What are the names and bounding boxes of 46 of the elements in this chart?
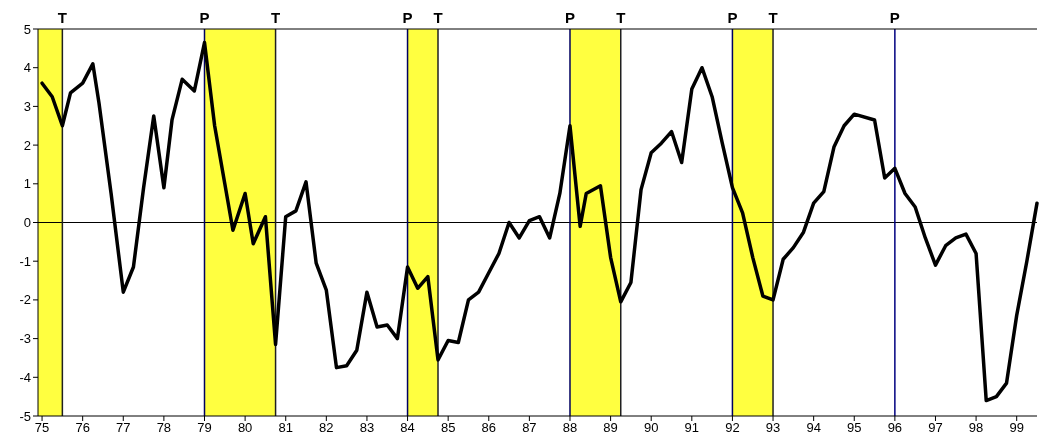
x-tick-label: 95: [847, 420, 862, 434]
y-tick-label: -3: [19, 331, 31, 347]
x-tick-label: 78: [156, 420, 172, 434]
ref-line-label: T: [270, 9, 281, 26]
x-tick-label: 96: [887, 420, 903, 434]
x-tick-label: 89: [603, 420, 618, 434]
ref-line-label: T: [433, 9, 443, 26]
ref-line-label: P: [727, 9, 738, 26]
y-tick-label: 0: [23, 215, 31, 231]
ref-line-label: P: [402, 9, 413, 26]
y-tick-label: 2: [23, 137, 31, 153]
x-tick-label: 84: [400, 420, 415, 434]
ref-line-label: T: [768, 9, 778, 26]
y-tick-label: -5: [19, 408, 31, 424]
y-tick-label: 5: [23, 21, 31, 37]
x-tick-label: 83: [359, 420, 375, 434]
x-tick-label: 93: [765, 420, 781, 434]
x-tick-label: 87: [522, 420, 537, 434]
x-tick-label: 86: [481, 420, 496, 434]
x-tick-label: 77: [116, 420, 131, 434]
y-tick-label: 1: [23, 176, 31, 192]
x-tick-label: 79: [197, 420, 212, 434]
x-tick-label: 75: [34, 420, 50, 434]
ref-line-label: T: [57, 9, 67, 26]
x-tick-label: 92: [725, 420, 740, 434]
x-tick-label: 99: [1009, 420, 1024, 434]
x-tick-label: 76: [75, 420, 90, 434]
y-tick-label: -1: [19, 253, 31, 269]
y-tick-label: 4: [23, 60, 31, 76]
x-tick-label: 85: [440, 420, 456, 434]
y-tick-label: 3: [23, 98, 31, 114]
ref-line-label: P: [199, 9, 210, 26]
y-tick-label: -4: [19, 369, 31, 385]
x-tick-label: 81: [278, 420, 293, 434]
ref-line-label: P: [889, 9, 900, 26]
x-tick-label: 82: [319, 420, 334, 434]
ref-line-label: T: [616, 9, 626, 26]
x-tick-label: 80: [237, 420, 253, 434]
x-tick-label: 97: [928, 420, 943, 434]
x-tick-label: 88: [562, 420, 578, 434]
y-tick-label: -2: [19, 292, 31, 308]
x-tick-label: 94: [806, 420, 821, 434]
x-tick-label: 91: [684, 420, 700, 434]
x-tick-label: 98: [968, 420, 984, 434]
ref-line-label: P: [564, 9, 575, 26]
x-tick-label: 90: [643, 420, 659, 434]
